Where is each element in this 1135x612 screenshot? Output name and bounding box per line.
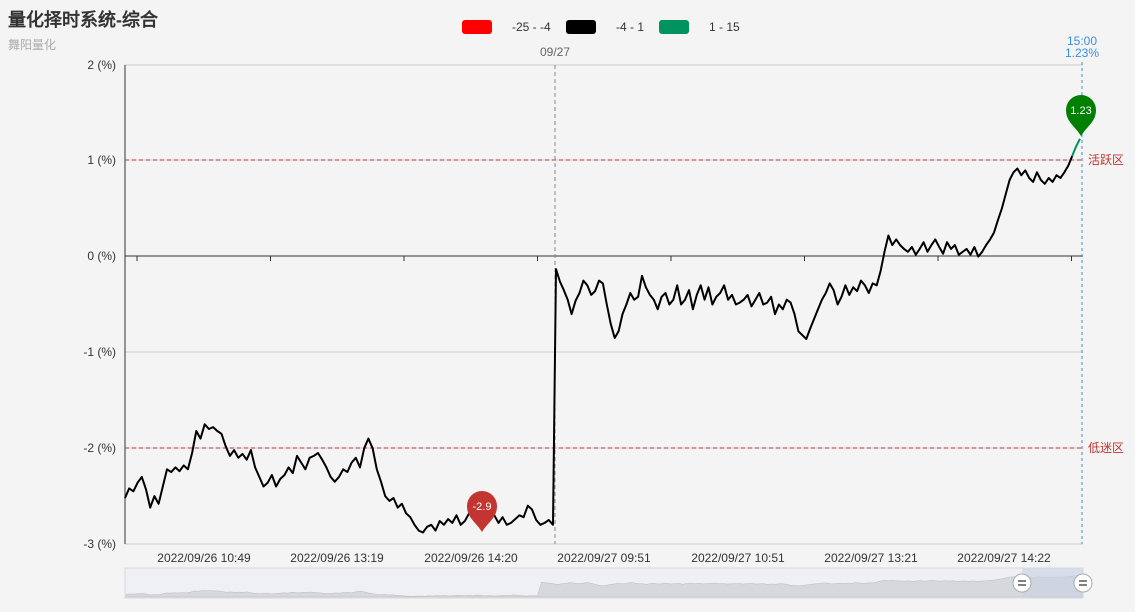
cursor-time: 15:00 xyxy=(1067,34,1097,48)
slider-handle-left-knob xyxy=(1012,573,1032,593)
max-marker[interactable]: 1.23 xyxy=(1066,95,1096,136)
slider-preview xyxy=(125,574,1083,598)
max-marker-pin xyxy=(1066,95,1096,136)
legend-swatch-red xyxy=(462,20,492,34)
slider-handle-left[interactable] xyxy=(1012,573,1032,593)
active-zone-label: 活跃区 xyxy=(1088,153,1124,167)
x-tick-label: 2022/09/26 13:19 xyxy=(290,551,384,565)
min-marker[interactable]: -2.9 xyxy=(467,491,497,532)
y-tick-label: -2 (%) xyxy=(83,441,116,455)
x-tick-label: 2022/09/27 10:51 xyxy=(691,551,785,565)
legend-swatch-green xyxy=(659,20,689,34)
x-tick-label: 2022/09/27 13:21 xyxy=(824,551,918,565)
chart-subtitle: 舞阳量化 xyxy=(8,38,57,52)
x-axis: 2022/09/26 10:49 2022/09/26 13:19 2022/09/… xyxy=(136,256,1072,565)
y-tick-label: 0 (%) xyxy=(87,249,116,263)
cursor-value: 1.23% xyxy=(1065,46,1099,60)
y-tick-label: 2 (%) xyxy=(87,58,116,72)
y-axis: 2 (%) 1 (%) 0 (%) -1 (%) -2 (%) -3 (%) xyxy=(83,58,1083,551)
y-tick-label: 1 (%) xyxy=(87,153,116,167)
max-marker-label: 1.23 xyxy=(1070,105,1091,117)
data-zoom-slider[interactable] xyxy=(124,567,1093,599)
slider-selected-window xyxy=(1022,568,1083,598)
mark-points: -2.9 1.23 xyxy=(467,95,1096,532)
slider-handle-right[interactable] xyxy=(1073,573,1093,593)
legend-label-red: -25 - -4 xyxy=(512,20,551,34)
slump-zone-label: 低迷区 xyxy=(1088,441,1124,455)
x-tick-label: 2022/09/26 14:20 xyxy=(424,551,518,565)
legend-item-black[interactable]: -4 - 1 xyxy=(566,17,644,37)
legend-item-green[interactable]: 1 - 15 xyxy=(659,17,740,37)
legend-item-red[interactable]: -25 - -4 xyxy=(462,17,551,37)
series xyxy=(124,138,1081,534)
min-marker-label: -2.9 xyxy=(473,501,492,513)
legend-label-black: -4 - 1 xyxy=(616,20,645,34)
y-tick-label: -1 (%) xyxy=(83,345,116,359)
series-line-segment-0 xyxy=(124,155,1074,534)
x-tick-label: 2022/09/26 10:49 xyxy=(157,551,251,565)
series-line-segment-1 xyxy=(1071,138,1081,157)
cursor: 15:00 1.23% xyxy=(1065,34,1099,544)
mark-lines: 活跃区 低迷区 xyxy=(125,153,1124,455)
legend: -25 - -4 -4 - 1 1 - 15 xyxy=(0,17,1135,37)
y-tick-label: -3 (%) xyxy=(83,537,116,551)
x-tick-label: 2022/09/27 09:51 xyxy=(557,551,651,565)
legend-swatch-black xyxy=(566,20,596,34)
min-marker-pin xyxy=(467,491,497,532)
slider-handle-right-knob xyxy=(1073,573,1093,593)
x-tick-label: 2022/09/27 14:22 xyxy=(957,551,1051,565)
day-separator-label: 09/27 xyxy=(540,45,570,59)
legend-label-green: 1 - 15 xyxy=(709,20,740,34)
chart-title: 量化择时系统-综合 xyxy=(8,10,158,30)
